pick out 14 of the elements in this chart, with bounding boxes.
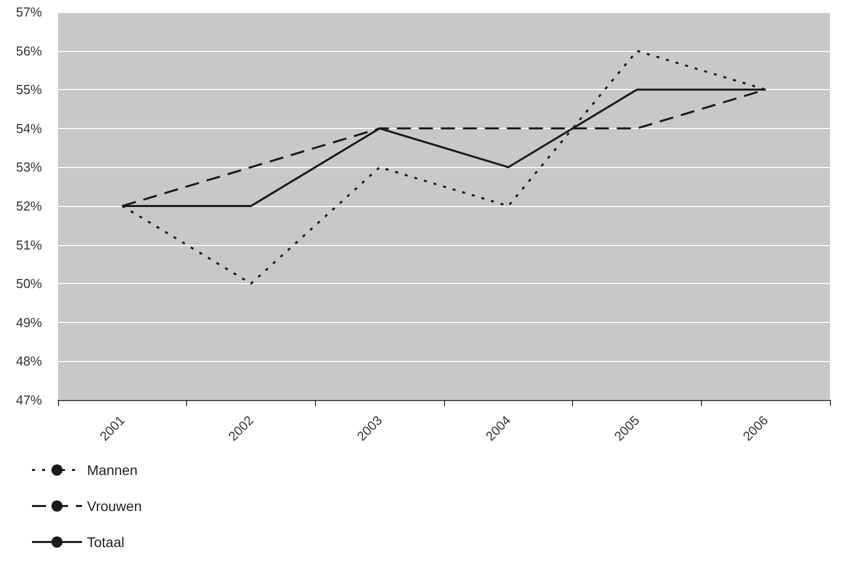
legend-label: Vrouwen (87, 498, 142, 514)
y-tick-label: 53% (16, 160, 42, 175)
y-tick-label: 55% (16, 82, 42, 98)
y-tick-label: 50% (16, 276, 42, 292)
y-tick-label: 47% (16, 392, 42, 408)
y-tick-label: 56% (16, 43, 42, 58)
y-tick-label: 48% (16, 354, 42, 369)
y-tick-label: 49% (16, 314, 42, 330)
y-tick-label: 57% (16, 4, 42, 20)
y-tick-label: 52% (16, 198, 42, 214)
legend-label: Mannen (87, 462, 138, 478)
legend-label: Totaal (87, 534, 124, 550)
y-tick-label: 54% (16, 120, 42, 136)
y-tick-label: 51% (16, 237, 42, 252)
